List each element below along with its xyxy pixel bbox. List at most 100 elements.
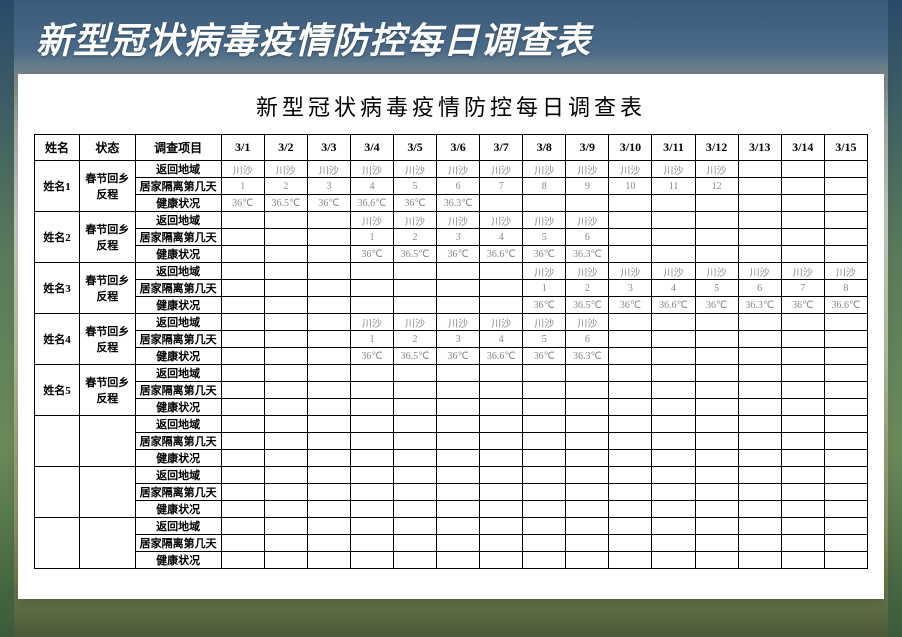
data-cell: 川沙 [523,161,566,178]
data-cell [652,484,695,501]
data-cell [307,348,350,365]
data-cell [824,535,867,552]
data-cell: 36℃ [781,297,824,314]
data-cell: 8 [824,280,867,297]
col-header-date: 3/14 [781,135,824,161]
data-cell [781,195,824,212]
data-cell [264,365,307,382]
data-cell: 1 [221,178,264,195]
data-cell [566,501,609,518]
data-cell [609,501,652,518]
data-cell: 川沙 [523,263,566,280]
data-cell: 川沙 [781,263,824,280]
data-cell [264,314,307,331]
data-cell: 2 [264,178,307,195]
data-cell [609,467,652,484]
data-cell: 6 [566,331,609,348]
col-header-date: 3/5 [394,135,437,161]
data-cell [264,450,307,467]
data-cell: 11 [652,178,695,195]
data-cell [350,552,393,569]
data-cell [523,501,566,518]
data-cell: 9 [566,178,609,195]
data-cell [652,467,695,484]
data-cell [307,297,350,314]
data-cell [609,552,652,569]
data-cell [350,518,393,535]
data-cell: 川沙 [394,314,437,331]
data-cell: 7 [781,280,824,297]
data-cell [695,195,738,212]
data-cell: 36℃ [350,246,393,263]
data-cell [264,229,307,246]
data-cell: 川沙 [609,161,652,178]
table-row: 居家隔离第几天123456 [35,229,868,246]
data-cell: 36℃ [394,195,437,212]
data-cell [695,501,738,518]
data-cell [738,518,781,535]
data-cell [781,518,824,535]
data-cell: 36.6℃ [480,246,523,263]
item-label-cell: 返回地域 [135,263,221,280]
data-cell [264,263,307,280]
col-header-date: 3/12 [695,135,738,161]
data-cell [566,552,609,569]
data-cell [307,450,350,467]
data-cell [781,399,824,416]
data-cell [394,416,437,433]
data-cell [221,348,264,365]
data-cell [480,297,523,314]
data-cell [221,212,264,229]
status-cell: 春节回乡反程 [80,212,135,263]
data-cell [437,501,480,518]
data-cell [523,535,566,552]
data-cell [221,552,264,569]
data-cell [695,246,738,263]
data-cell [738,501,781,518]
data-cell: 5 [523,229,566,246]
data-cell [738,433,781,450]
data-cell [738,535,781,552]
data-cell: 36.5℃ [394,246,437,263]
data-cell: 36.3℃ [566,348,609,365]
data-cell [523,518,566,535]
table-row: 返回地域 [35,467,868,484]
table-row: 姓名3春节回乡反程返回地域川沙川沙川沙川沙川沙川沙川沙川沙 [35,263,868,280]
data-cell [264,501,307,518]
data-cell: 36.6℃ [480,348,523,365]
data-cell [738,314,781,331]
item-label-cell: 居家隔离第几天 [135,433,221,450]
data-cell [781,229,824,246]
data-cell [437,433,480,450]
data-cell [824,450,867,467]
col-header-name: 姓名 [35,135,80,161]
item-label-cell: 健康状况 [135,348,221,365]
data-cell [480,518,523,535]
col-header-date: 3/13 [738,135,781,161]
data-cell [221,518,264,535]
data-cell [221,467,264,484]
data-cell: 36℃ [609,297,652,314]
data-cell: 2 [394,331,437,348]
data-cell [394,484,437,501]
data-cell: 36℃ [523,297,566,314]
data-cell [350,297,393,314]
data-cell [480,263,523,280]
data-cell: 川沙 [738,263,781,280]
data-cell: 3 [437,331,480,348]
data-cell [350,416,393,433]
data-cell [781,552,824,569]
data-cell [264,518,307,535]
data-cell [652,433,695,450]
data-cell [221,382,264,399]
table-row: 健康状况36℃36.5℃36℃36.6℃36℃36.3℃ [35,246,868,263]
item-label-cell: 健康状况 [135,450,221,467]
data-cell: 6 [437,178,480,195]
data-cell [781,467,824,484]
data-cell [652,195,695,212]
data-cell: 川沙 [350,314,393,331]
data-cell [695,365,738,382]
name-cell [35,467,80,518]
data-cell [350,501,393,518]
data-cell [695,212,738,229]
